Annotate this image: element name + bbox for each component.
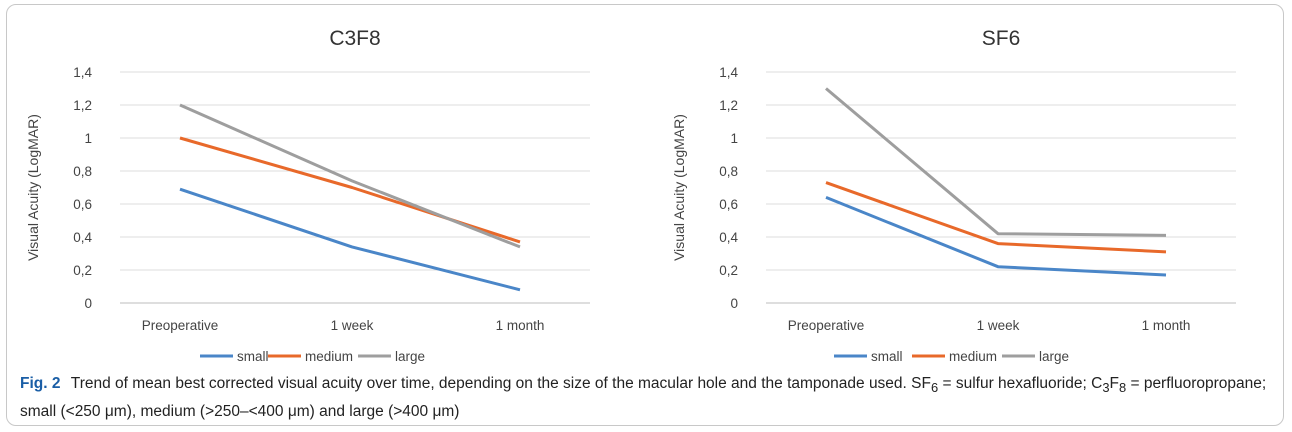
y-tick-label: 1,4	[73, 65, 92, 80]
y-tick-label: 1	[730, 131, 738, 146]
legend-label-large: large	[395, 349, 425, 364]
chart-sf6: SF6 Visual Acuity (LogMAR) 0 0,2 0,4 0,6 0,8 1 1…	[671, 27, 1236, 364]
series-line-large	[825, 87, 1167, 237]
legend-label-small: small	[871, 349, 903, 364]
y-tick-label: 0	[730, 296, 738, 311]
legend-label-small: small	[237, 349, 269, 364]
legend-label-large: large	[1039, 349, 1069, 364]
y-tick-label: 0,4	[73, 230, 92, 245]
chart-title: SF6	[982, 27, 1021, 50]
y-tick-label: 0,2	[719, 263, 738, 278]
series-line-large	[179, 103, 521, 249]
x-tick-label: 1 week	[331, 318, 374, 333]
y-tick-label: 1,2	[719, 98, 738, 113]
x-tick-label: 1 week	[977, 318, 1020, 333]
x-tick-label: Preoperative	[142, 318, 219, 333]
chart-c3f8: C3F8 Visual Acuity (LogMAR) 0 0,2 0,4 0,6 0,8 1…	[25, 27, 590, 364]
figure-caption: Fig. 2 Trend of mean best corrected visu…	[20, 372, 1270, 424]
legend-label-medium: medium	[949, 349, 997, 364]
y-tick-label: 0,8	[719, 164, 738, 179]
legend-label-medium: medium	[305, 349, 353, 364]
x-tick-label: 1 month	[496, 318, 545, 333]
y-axis-label: Visual Acuity (LogMAR)	[25, 114, 41, 261]
y-tick-label: 0	[84, 296, 92, 311]
y-axis-label: Visual Acuity (LogMAR)	[671, 114, 687, 261]
y-tick-label: 0,2	[73, 263, 92, 278]
caption-text: Trend of mean best corrected visual acui…	[20, 375, 1267, 421]
series-line-small	[179, 187, 521, 292]
y-tick-label: 0,4	[719, 230, 738, 245]
y-tick-label: 1,2	[73, 98, 92, 113]
series-line-small	[825, 196, 1167, 277]
y-tick-label: 0,6	[73, 197, 92, 212]
x-tick-label: 1 month	[1142, 318, 1191, 333]
chart-title: C3F8	[329, 27, 380, 50]
y-tick-label: 0,8	[73, 164, 92, 179]
figure-label: Fig. 2	[20, 375, 61, 392]
x-tick-label: Preoperative	[788, 318, 865, 333]
series-line-medium	[825, 181, 1167, 254]
y-tick-label: 1	[84, 131, 92, 146]
y-tick-label: 1,4	[719, 65, 738, 80]
y-tick-label: 0,6	[719, 197, 738, 212]
